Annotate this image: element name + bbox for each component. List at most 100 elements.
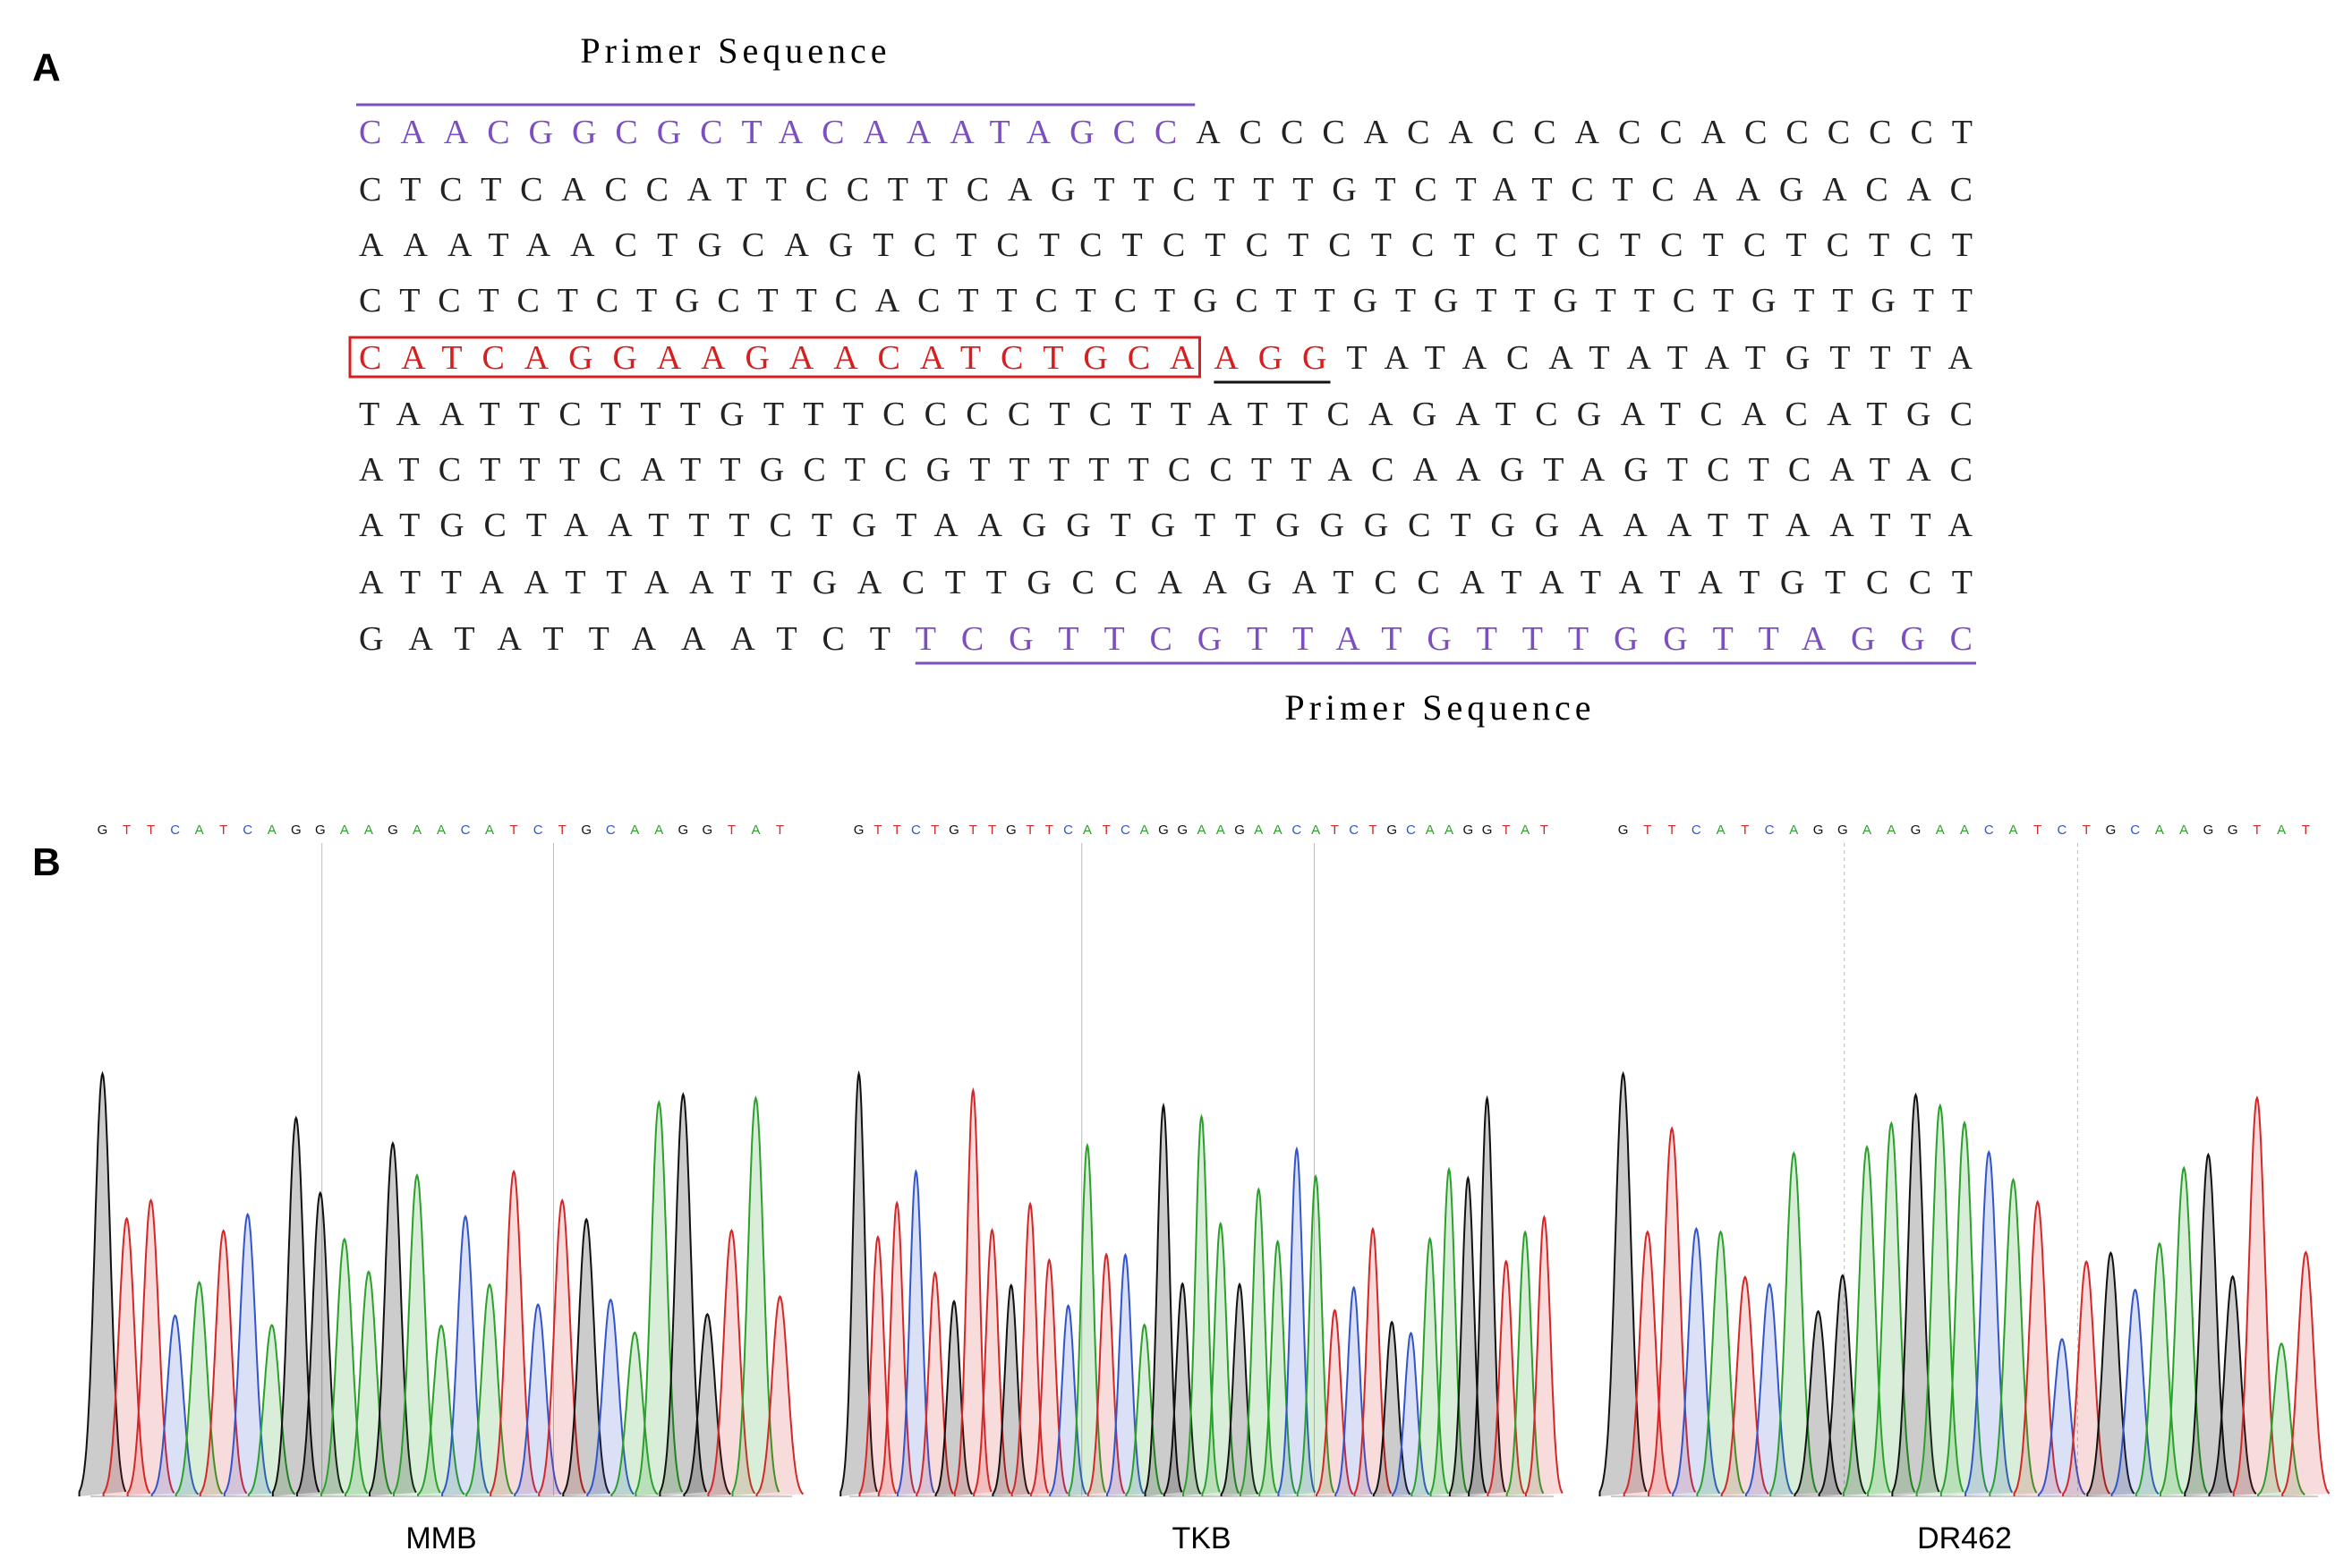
peak — [683, 1312, 731, 1497]
sequence-segment: AGG — [1214, 339, 1326, 377]
peak — [2135, 1241, 2184, 1497]
base-call: A — [1083, 822, 1092, 838]
sequence-line: GATATTAAATCT TCGTTCGTTATGTTTGGTTAGGC — [359, 620, 1973, 658]
base-call: A — [1960, 822, 1969, 838]
peak — [490, 1169, 538, 1497]
base-call: A — [1140, 822, 1149, 838]
sequence-line: CAACGGCGCTACAAATAGCC ACCCACACCACCACCCCCT — [359, 114, 1973, 151]
base-call: C — [461, 822, 471, 838]
base-call: T — [776, 822, 784, 838]
base-call: C — [170, 822, 180, 838]
peak — [2232, 1095, 2281, 1497]
peak — [2110, 1288, 2160, 1497]
sample-name: DR462 — [1917, 1521, 2012, 1555]
base-call: G — [854, 822, 865, 838]
base-call: T — [728, 822, 736, 838]
base-call: G — [678, 822, 689, 838]
sequence-line: CTCTCTCTGCTTCACTTCTCTGCTTGTGTTGTTCTGTTGT… — [359, 282, 1973, 320]
base-call: C — [2058, 822, 2067, 838]
peak — [953, 1087, 993, 1497]
base-call: C — [1692, 822, 1701, 838]
target-box — [348, 336, 1201, 379]
base-call: T — [893, 822, 901, 838]
base-call: T — [1502, 822, 1510, 838]
peak — [1125, 1323, 1163, 1497]
base-call: A — [1789, 822, 1798, 838]
base-call: G — [1386, 822, 1397, 838]
sequence-line: CTCTCACCATTCCTTCAGTTCTTTGTCTATCTCAAGACAC — [359, 171, 1973, 209]
peak — [1144, 1102, 1183, 1497]
base-call: G — [949, 822, 959, 838]
peak — [1182, 1113, 1221, 1497]
primer-label: Primer Sequence — [1284, 687, 1595, 728]
peak — [1769, 1151, 1819, 1497]
base-call: C — [1063, 822, 1073, 838]
base-call: A — [1216, 822, 1225, 838]
base-call: A — [340, 822, 349, 838]
base-call: A — [1862, 822, 1871, 838]
sample-name: TKB — [1172, 1521, 1231, 1555]
base-call: A — [1426, 822, 1435, 838]
sequence-line: ATCTTTCATTGCTCGTTTTTCCTTACAAGTAGTCTCATAC — [359, 451, 1973, 489]
sequence-segment: ACCCACACCACCACCCCCT — [1196, 114, 1973, 151]
sequence-segment: GATATTAAATCT — [359, 620, 891, 658]
base-call: T — [2033, 822, 2041, 838]
base-call: G — [1006, 822, 1017, 838]
peak — [2256, 1342, 2305, 1497]
peak — [1049, 1304, 1087, 1497]
peak — [755, 1294, 805, 1497]
base-call: A — [1521, 822, 1530, 838]
peak — [1410, 1236, 1450, 1497]
peak — [562, 1217, 610, 1497]
peak — [1258, 1239, 1297, 1497]
base-call: G — [98, 822, 108, 838]
base-call: T — [1103, 822, 1111, 838]
peak — [1392, 1331, 1430, 1497]
base-call: A — [437, 822, 446, 838]
peak — [78, 1070, 127, 1497]
base-call: A — [751, 822, 760, 838]
sequence-segment: CATCAGGAAGAACATCTGCA — [359, 339, 1195, 377]
peak — [1598, 1070, 1648, 1497]
base-call: G — [581, 822, 592, 838]
peak — [1068, 1142, 1107, 1497]
base-call: C — [606, 822, 616, 838]
base-call: T — [1045, 822, 1053, 838]
peak — [223, 1212, 272, 1497]
base-call: A — [1444, 822, 1453, 838]
base-call: A — [654, 822, 663, 838]
base-call: A — [2008, 822, 2017, 838]
base-call: T — [1668, 822, 1676, 838]
peak — [150, 1314, 200, 1497]
base-call: A — [195, 822, 204, 838]
base-call: T — [2083, 822, 2091, 838]
base-call: A — [630, 822, 639, 838]
base-call: T — [510, 822, 518, 838]
base-call: G — [1837, 822, 1848, 838]
sequence-segment: TAATTCTTTGTTTCCCCTCTTATTCAGATCGATCACATGC — [359, 396, 1973, 433]
base-call: A — [2277, 822, 2286, 838]
sequence-line: AAATAACTGCAGTCTCTCTCTCTCTCTCTCTCTCTCTCT — [359, 226, 1973, 264]
base-call: C — [243, 822, 252, 838]
base-call: T — [147, 822, 155, 838]
base-call: T — [1368, 822, 1376, 838]
base-call: T — [1643, 822, 1651, 838]
peak — [934, 1300, 974, 1497]
base-call: T — [2253, 822, 2261, 838]
base-call: C — [1121, 822, 1130, 838]
base-call: A — [1274, 822, 1283, 838]
base-call: T — [1540, 822, 1548, 838]
base-call: G — [1813, 822, 1824, 838]
peak — [1647, 1126, 1697, 1497]
sequence-segment: CTCTCACCATTCCTTCAGTTCTTTGTCTATCTCAAGACAC — [359, 171, 1973, 209]
base-call: G — [291, 822, 302, 838]
peak — [1448, 1175, 1487, 1497]
base-call: T — [2302, 822, 2310, 838]
sequence-segment: TATACATATATGTTTA — [1346, 339, 1973, 377]
peak — [416, 1324, 465, 1497]
sequence-segment: ATCTTTCATTGCTCGTTTTTCCTTACAAGTAGTCTCATAC — [359, 451, 1973, 489]
peak — [441, 1214, 490, 1497]
base-call: A — [1311, 822, 1320, 838]
base-call: T — [873, 822, 882, 838]
